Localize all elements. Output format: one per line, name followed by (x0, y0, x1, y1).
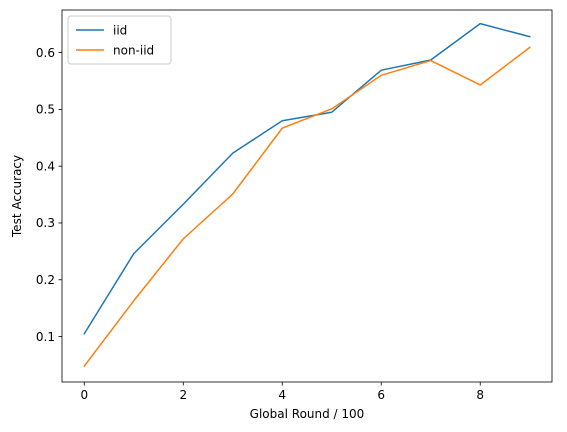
y-tick-label: 0.3 (36, 216, 55, 230)
y-tick-label: 0.6 (36, 46, 55, 60)
y-axis: 0.1 0.2 0.3 0.4 0.5 0.6 (36, 46, 62, 344)
series-line-non-iid (84, 47, 529, 366)
x-axis-label: Global Round / 100 (250, 407, 365, 421)
series-line-iid (84, 24, 529, 334)
x-tick-label: 2 (179, 388, 187, 402)
x-tick-label: 6 (377, 388, 385, 402)
x-axis: 0 2 4 6 8 (80, 382, 484, 402)
legend: iid non-iid (68, 16, 171, 64)
x-tick-label: 8 (476, 388, 484, 402)
y-axis-label: Test Accuracy (10, 155, 24, 238)
y-tick-label: 0.1 (36, 330, 55, 344)
y-tick-label: 0.5 (36, 103, 55, 117)
x-tick-label: 4 (278, 388, 286, 402)
y-tick-label: 0.2 (36, 273, 55, 287)
legend-label-iid: iid (113, 23, 127, 37)
x-tick-label: 0 (80, 388, 88, 402)
plot-lines (84, 24, 529, 366)
plot-frame (62, 10, 552, 382)
legend-label-non-iid: non-iid (113, 43, 154, 57)
y-tick-label: 0.4 (36, 159, 55, 173)
